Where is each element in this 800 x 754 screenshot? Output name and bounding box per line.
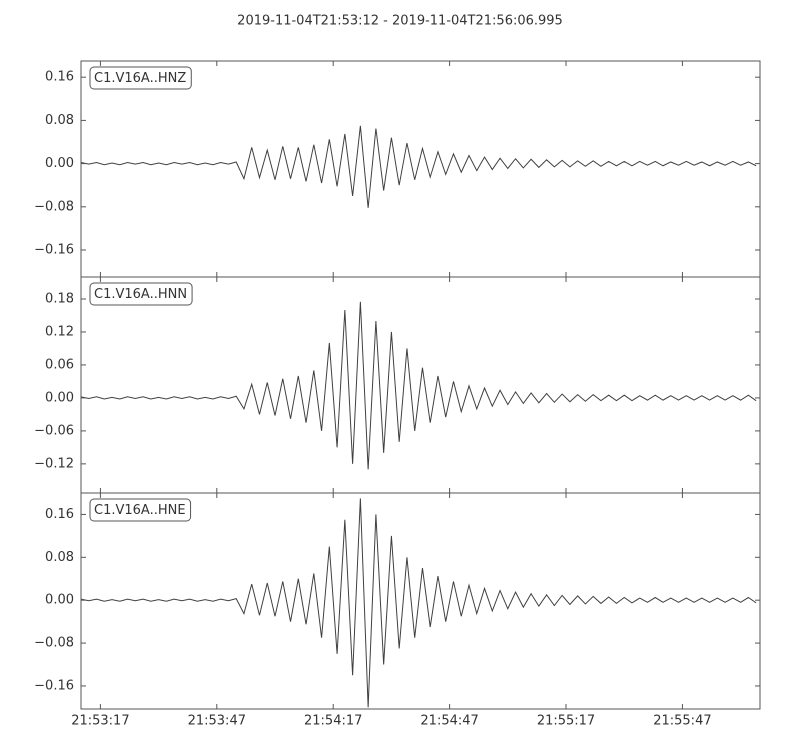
x-tick-label: 21:55:17: [537, 714, 595, 729]
y-tick-label: −0.08: [34, 199, 74, 214]
axes-frame: [80, 492, 761, 710]
x-tick-label: 21:53:17: [71, 714, 129, 729]
waveform: [81, 498, 757, 708]
legend-box: [89, 282, 193, 306]
figure-title: 2019-11-04T21:53:12 - 2019-11-04T21:56:0…: [237, 14, 563, 29]
legend-box: [89, 66, 192, 90]
y-tick-label: 0.16: [45, 507, 74, 522]
y-tick-label: 0.12: [45, 324, 74, 339]
y-tick-label: 0.00: [45, 390, 74, 405]
legend-label: C1.V16A..HNN: [94, 287, 187, 302]
x-tick-label: 21:53:47: [188, 714, 246, 729]
y-tick-label: −0.16: [34, 243, 74, 258]
y-tick-label: 0.08: [45, 550, 74, 565]
legend-label: C1.V16A..HNE: [94, 503, 186, 518]
y-tick-label: 0.00: [45, 156, 74, 171]
y-tick-label: 0.16: [45, 70, 74, 85]
y-tick-label: 0.00: [45, 593, 74, 608]
legend-box: [89, 498, 192, 522]
waveform: [81, 125, 757, 208]
x-tick-label: 21:55:47: [653, 714, 711, 729]
y-tick-label: −0.06: [34, 423, 74, 438]
x-tick-label: 21:54:47: [420, 714, 478, 729]
panel: C1.V16A..HNE −0.16 −0.08 0.00 0.08 0.16 21:53:…: [34, 492, 761, 729]
legend-label: C1.V16A..HNZ: [94, 71, 186, 86]
y-tick-label: −0.16: [34, 678, 74, 693]
x-tick-label: 21:54:17: [304, 714, 362, 729]
y-tick-label: 0.18: [45, 291, 74, 306]
waveform: [81, 301, 757, 470]
y-tick-label: 0.08: [45, 113, 74, 128]
y-tick-label: 0.06: [45, 357, 74, 372]
y-tick-label: −0.08: [34, 636, 74, 651]
y-tick-label: −0.12: [34, 456, 74, 471]
panel: C1.V16A..HNZ −0.16 −0.08 0.00 0.08 0.16: [34, 60, 761, 278]
axes-frame: [80, 60, 761, 278]
panel: C1.V16A..HNN −0.12 −0.06 0.00 0.06 0.12 0.18: [34, 276, 761, 494]
